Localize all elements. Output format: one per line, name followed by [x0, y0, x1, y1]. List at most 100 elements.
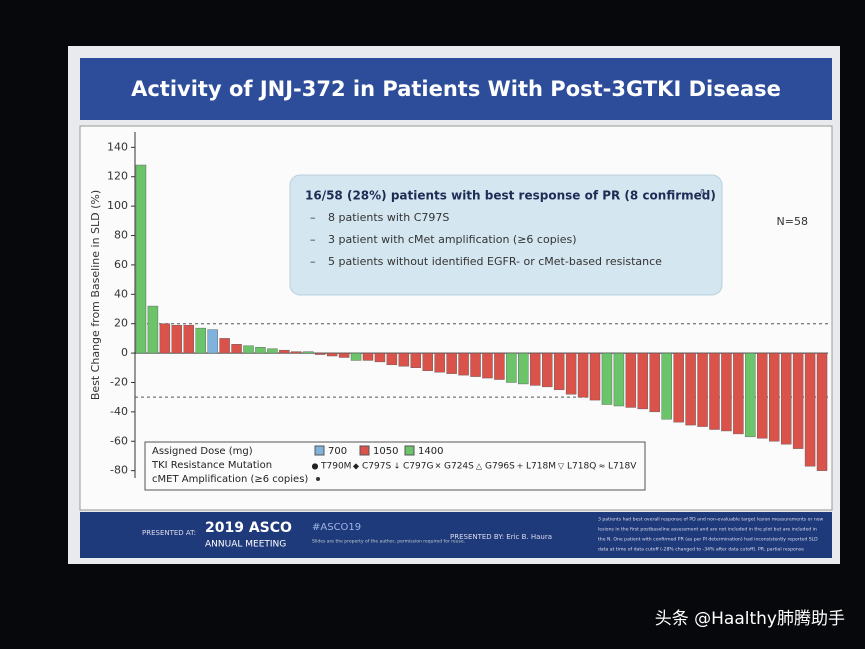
bar — [565, 352, 577, 395]
footer-text: 2019 ASCO — [205, 520, 292, 536]
bar — [661, 352, 672, 420]
bullet-dash: – — [310, 255, 316, 268]
y-tick-label: 100 — [107, 199, 128, 212]
legend-symbol: ● — [312, 462, 319, 471]
amp-symbol — [316, 477, 320, 481]
bar — [721, 352, 732, 432]
bar — [577, 352, 589, 398]
legend-label: 1050 — [373, 446, 398, 457]
bar — [338, 352, 350, 358]
bar — [816, 352, 828, 471]
footer-text: #ASCO19 — [312, 522, 361, 533]
y-tick-label: 40 — [114, 287, 128, 300]
y-tick-label: 20 — [114, 317, 128, 330]
legend-label: C797S — [362, 462, 391, 472]
legend-symbol: + — [517, 462, 524, 471]
y-tick-label: -40 — [110, 405, 128, 418]
bar — [386, 352, 398, 366]
bar — [709, 352, 720, 430]
callout-bullet: 5 patients without identified EGFR- or c… — [328, 255, 662, 268]
bar — [769, 352, 780, 442]
bar — [147, 305, 159, 354]
bar — [398, 352, 410, 367]
chart-title: Activity of JNJ-372 in Patients With Pos… — [131, 77, 781, 101]
bar — [494, 352, 505, 380]
bar — [518, 352, 529, 385]
bar — [255, 347, 266, 354]
legend-label: L718V — [608, 462, 637, 472]
y-tick-label: 60 — [114, 258, 128, 271]
bar — [362, 352, 374, 361]
bar — [314, 352, 326, 355]
bar — [303, 351, 314, 354]
bar — [207, 329, 218, 354]
footnote-line: 3 patients had best overall response of … — [598, 517, 824, 523]
legend-symbol: ↓ — [394, 462, 401, 471]
bar — [291, 351, 302, 354]
bar — [804, 352, 816, 467]
legend-title: cMET Amplification (≥6 copies) — [152, 474, 308, 485]
legend-title: Assigned Dose (mg) — [152, 446, 253, 457]
footnote-line: lesions in the first postbaseline assess… — [598, 527, 817, 533]
legend-swatch — [359, 445, 370, 456]
watermark: 头条 @Haalthy肺腾助手 — [655, 609, 845, 629]
callout-bullet: 3 patient with cMet amplification (≥6 co… — [328, 233, 577, 246]
legend-symbol: ≈ — [599, 462, 606, 471]
callout-bullet: 8 patients with C797S — [328, 211, 449, 224]
bar — [745, 352, 756, 438]
y-tick-label: -20 — [110, 375, 128, 388]
y-tick-label: -60 — [110, 434, 128, 447]
legend-label: L718Q — [567, 462, 596, 472]
bar — [434, 352, 445, 373]
title-banner — [80, 58, 832, 120]
bar — [482, 352, 493, 379]
bar — [601, 352, 613, 405]
bar — [219, 338, 230, 354]
bar — [506, 352, 517, 383]
footnote-line: the N. One patient with confirmed PR (as… — [598, 537, 818, 543]
legend-label: 700 — [328, 446, 347, 457]
bar — [171, 324, 183, 354]
y-tick-label: 0 — [121, 346, 128, 359]
bar — [231, 344, 242, 354]
bar — [135, 164, 147, 354]
bar — [780, 352, 792, 445]
legend-symbol: ▽ — [558, 462, 565, 471]
bar — [637, 352, 649, 410]
bar — [159, 323, 171, 354]
bar — [733, 352, 744, 435]
legend-label: C797G — [403, 462, 433, 472]
legend-title: TKI Resistance Mutation — [151, 460, 272, 471]
bar — [530, 352, 541, 386]
legend-symbol: ✕ — [435, 462, 442, 471]
n-label: N=58 — [777, 215, 808, 228]
legend-swatch — [404, 445, 415, 456]
axis: -80 -60 -40 -20 0 20 40 60 80 100 120 140 — [107, 132, 828, 478]
y-tick-label: 140 — [107, 140, 128, 153]
bar — [326, 352, 338, 357]
bar — [649, 352, 660, 413]
bar — [183, 324, 194, 354]
callout: 16/58 (28%) patients with best response … — [289, 174, 723, 296]
bullet-dash: – — [310, 211, 316, 224]
legend-symbol: △ — [476, 462, 483, 471]
bar — [697, 352, 708, 427]
bar — [792, 352, 804, 449]
legend-symbol: ◆ — [353, 462, 360, 471]
legend-swatch — [314, 445, 325, 456]
bar — [673, 352, 684, 423]
bar — [757, 352, 768, 439]
legend-label: T790M — [320, 462, 351, 472]
mutation-legend: ● T790M ◆ C797S ↓ C797G ✕ G724S △ G796S + L718M ▽ L71… — [312, 462, 638, 472]
footer-text: ANNUAL MEETING — [205, 540, 286, 550]
bar — [410, 352, 422, 368]
bar — [446, 352, 457, 374]
callout-heading: 16/58 (28%) patients with best response … — [305, 189, 716, 203]
footnote: 3 patients had best overall response of … — [598, 517, 824, 553]
footnote-line: data at time of data cutoff (-28% change… — [598, 547, 804, 553]
bar — [195, 327, 206, 354]
footer-text: Slides are the property of the author, p… — [312, 539, 465, 545]
bar — [422, 352, 433, 371]
footer-text: PRESENTED AT: — [142, 529, 196, 537]
